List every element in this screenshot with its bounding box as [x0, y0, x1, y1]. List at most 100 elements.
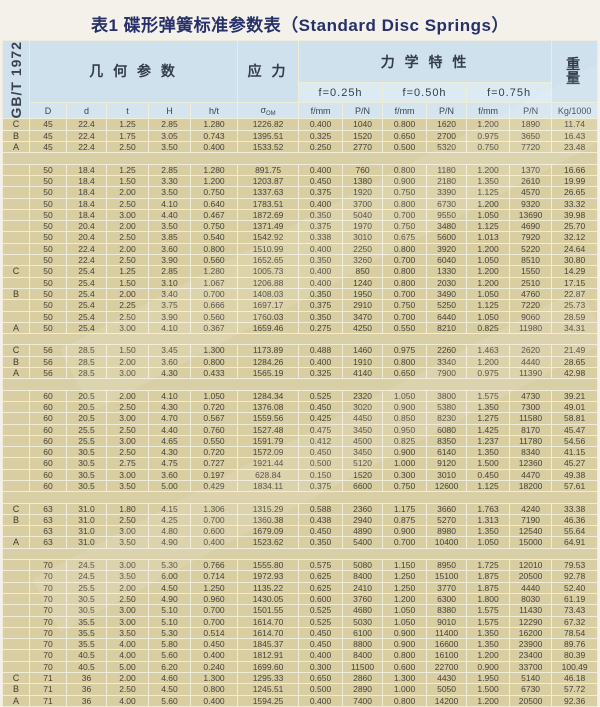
value-cell: 1550 [510, 266, 552, 277]
value-cell: 1.050 [467, 209, 510, 221]
value-cell: 3.10 [149, 277, 190, 288]
value-cell: 36 [67, 695, 106, 706]
value-cell: 0.500 [299, 684, 343, 695]
value-cell: 22.4 [67, 130, 106, 142]
series-class-cell [3, 593, 29, 605]
spacer-cell [3, 379, 598, 390]
value-cell: 18.4 [67, 164, 106, 175]
value-cell: 12540 [510, 526, 552, 537]
value-cell: 1591.79 [238, 435, 299, 447]
table-row: 60 20.5 3.00 4.70 0.567 1559.56 0.425 4450 0.850… [3, 413, 598, 424]
series-class-cell [3, 401, 29, 413]
value-cell: 35.5 [67, 616, 106, 627]
series-class-cell [3, 571, 29, 582]
value-cell: 0.900 [383, 401, 427, 413]
value-cell: 0.400 [299, 266, 343, 277]
series-class-cell [3, 627, 29, 639]
value-cell: 0.766 [191, 560, 238, 571]
value-cell: 850 [343, 266, 383, 277]
spacer-row [3, 153, 598, 164]
value-cell: 0.720 [191, 401, 238, 413]
value-cell: 1135.22 [238, 582, 299, 593]
standard-label: GB/T 1972 [8, 41, 24, 119]
value-cell: 2.25 [107, 300, 148, 311]
value-cell: 3.90 [149, 255, 190, 266]
value-cell: 4.75 [149, 458, 190, 469]
value-cell: 2.50 [107, 593, 148, 605]
table-row: 70 24.5 3.00 5.30 0.766 1555.80 0.575 5080 1.150… [3, 560, 598, 571]
value-cell: 628.84 [238, 469, 299, 480]
value-cell: 16600 [427, 639, 467, 650]
series-class-cell: B [3, 356, 29, 368]
value-cell: 1.200 [467, 650, 510, 661]
title-bar: 表1 碟形弹簧标准参数表（Standard Disc Springs） [0, 0, 600, 40]
value-cell: 4440 [510, 582, 552, 593]
series-class-cell: A [3, 537, 29, 548]
value-cell: 2.00 [107, 187, 148, 198]
value-cell: 1.200 [383, 593, 427, 605]
value-cell: 5250 [427, 300, 467, 311]
series-class-cell: C [3, 673, 29, 684]
series-class-cell: B [3, 684, 29, 695]
value-cell: 1395.51 [238, 130, 299, 142]
value-cell: 0.750 [383, 300, 427, 311]
value-cell: 50 [30, 277, 66, 288]
value-cell: 2360 [343, 503, 383, 514]
value-cell: 4.00 [107, 695, 148, 706]
value-cell: 1.250 [383, 582, 427, 593]
value-cell: 0.900 [383, 175, 427, 187]
table-row: 70 40.5 5.00 6.20 0.240 1699.60 0.300 11500 0.60… [3, 661, 598, 673]
table-row: C 50 25.4 1.25 2.85 1.280 1005.73 0.400 850 0.800… [3, 266, 598, 277]
value-cell: 25.70 [552, 221, 598, 232]
value-cell: 0.875 [383, 514, 427, 526]
value-cell: 0.400 [299, 650, 343, 661]
value-cell: 3.50 [107, 627, 148, 639]
value-cell: 3.50 [107, 571, 148, 582]
value-cell: 19.99 [552, 175, 598, 187]
value-cell: 20.4 [67, 232, 106, 243]
series-class-cell [3, 605, 29, 616]
value-cell: 1206.88 [238, 277, 299, 288]
table-row: 50 18.4 1.50 3.30 1.200 1203.87 0.450 1380 0.900… [3, 175, 598, 187]
value-cell: 60 [30, 435, 66, 447]
value-cell: 25.4 [67, 322, 106, 334]
value-cell: 0.375 [299, 300, 343, 311]
value-cell: 46.18 [552, 673, 598, 684]
table-row: B 63 31.0 2.50 4.25 0.700 1360.38 0.438 2940 0.87… [3, 514, 598, 526]
value-cell: 30.5 [67, 605, 106, 616]
value-cell: 2180 [427, 175, 467, 187]
value-cell: 4440 [510, 356, 552, 368]
value-cell: 6100 [343, 627, 383, 639]
value-cell: 1.125 [467, 480, 510, 492]
value-cell: 1.800 [467, 593, 510, 605]
value-cell: 3260 [343, 255, 383, 266]
value-cell: 6080 [427, 424, 467, 435]
value-cell: 4.90 [149, 537, 190, 548]
table-row: A 56 28.5 3.00 4.30 0.433 1565.19 0.325 4140 0.65… [3, 368, 598, 379]
table-row: 50 20.4 2.50 3.85 0.540 1542.92 0.338 3010 0.675… [3, 232, 598, 243]
standard-label-cell: GB/T 1972 [3, 41, 29, 119]
value-cell: 0.325 [299, 368, 343, 379]
value-cell: 1330 [427, 266, 467, 277]
value-cell: 50 [30, 288, 66, 300]
value-cell: 5.60 [149, 695, 190, 706]
col-header-f025: f/mm [299, 102, 343, 119]
value-cell: 22.4 [67, 142, 106, 153]
value-cell: 56 [30, 345, 66, 356]
value-cell: 5.60 [149, 650, 190, 661]
value-cell: 0.900 [383, 639, 427, 650]
table-row: 50 22.4 2.50 3.90 0.560 1652.65 0.350 3260 0.700… [3, 255, 598, 266]
value-cell: 1920 [343, 187, 383, 198]
value-cell: 71 [30, 673, 66, 684]
value-cell: 1.050 [383, 605, 427, 616]
value-cell: 3.00 [107, 526, 148, 537]
value-cell: 2700 [427, 130, 467, 142]
table-row: 60 25.5 2.50 4.40 0.760 1527.48 0.475 3450 0.950… [3, 424, 598, 435]
value-cell: 60 [30, 413, 66, 424]
value-cell: 3.00 [107, 209, 148, 221]
value-cell: 11980 [510, 322, 552, 334]
value-cell: 13690 [510, 209, 552, 221]
value-cell: 8380 [427, 605, 467, 616]
value-cell: 80.39 [552, 650, 598, 661]
